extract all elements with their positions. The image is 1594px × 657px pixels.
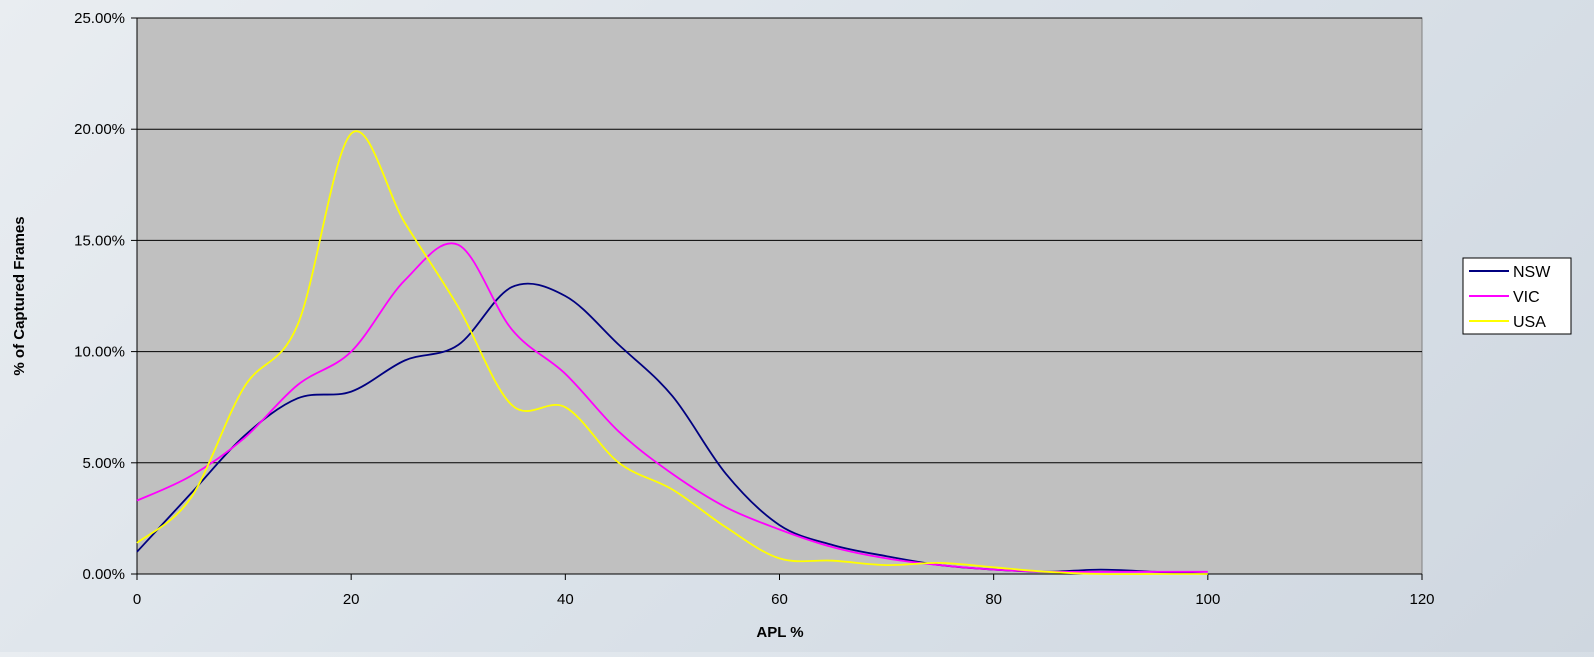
axes	[131, 17, 1423, 580]
x-tick-label: 80	[985, 591, 1002, 608]
series-line-usa	[136, 130, 1208, 576]
plot-area	[136, 17, 1423, 575]
x-tick-label: 120	[1409, 591, 1434, 608]
legend-label-nsw: NSW	[1513, 264, 1551, 281]
y-tick-label: 15.00%	[74, 232, 125, 249]
legend: NSW VIC USA	[1462, 257, 1572, 335]
y-axis-title: % of Captured Frames	[11, 216, 28, 375]
x-tick-label: 40	[557, 591, 574, 608]
series-lines	[136, 130, 1208, 576]
x-axis-title: APL %	[756, 624, 803, 641]
x-tick-label: 20	[343, 591, 360, 608]
series-line-vic	[136, 242, 1208, 573]
y-tick-label: 20.00%	[74, 121, 125, 138]
tick-labels: 0.00% 5.00% 10.00% 15.00% 20.00% 25.00% 0 20 40 6…	[74, 10, 1434, 608]
legend-label-usa: USA	[1513, 314, 1546, 331]
y-tick-label: 10.00%	[74, 344, 125, 361]
y-tick-label: 25.00%	[74, 10, 125, 27]
legend-label-vic: VIC	[1513, 289, 1540, 306]
x-tick-label: 100	[1195, 591, 1220, 608]
y-tick-label: 5.00%	[82, 455, 125, 472]
y-tick-label: 0.00%	[82, 566, 125, 583]
x-tick-label: 60	[771, 591, 788, 608]
x-tick-label: 0	[133, 591, 141, 608]
